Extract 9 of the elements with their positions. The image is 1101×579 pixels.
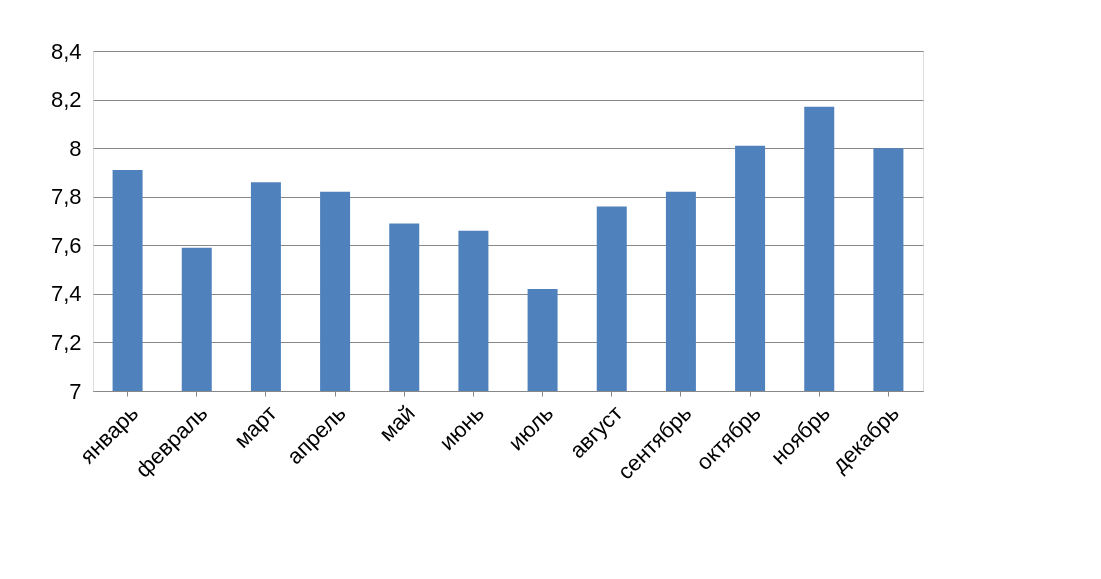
y-tick-label: 7,4: [50, 281, 82, 307]
y-tick-label: 8,4: [50, 38, 82, 64]
y-tick-label: 7: [69, 378, 82, 404]
y-tick-label: 8: [69, 135, 82, 161]
y-tick-label: 7,8: [50, 184, 82, 210]
x-tick-label: май: [374, 400, 420, 447]
y-tick-label: 7,6: [50, 232, 82, 258]
y-tick-label: 7,2: [50, 329, 82, 355]
y-tick-label: 8,2: [50, 87, 82, 113]
